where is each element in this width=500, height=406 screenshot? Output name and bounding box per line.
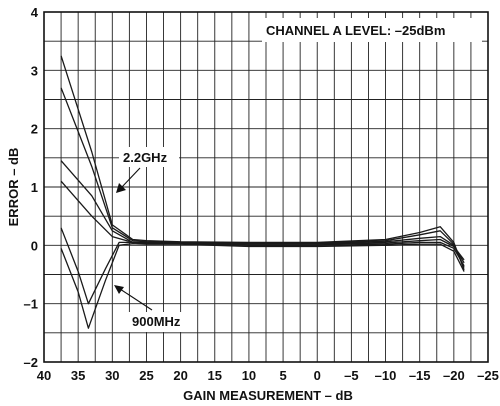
series-line-3 xyxy=(60,160,465,264)
y-tick-label: 3 xyxy=(31,63,38,78)
x-tick-label: 35 xyxy=(71,368,85,383)
x-tick-label: –25 xyxy=(477,368,499,383)
series-line-4 xyxy=(60,180,465,261)
series-line-6 xyxy=(60,242,465,329)
x-tick-label: 0 xyxy=(314,368,321,383)
x-tick-label: 40 xyxy=(37,368,51,383)
x-tick-label: 25 xyxy=(139,368,153,383)
y-tick-labels: –2 –1 0 1 2 3 4 xyxy=(24,5,39,370)
curves xyxy=(60,55,465,329)
annotation-background xyxy=(262,18,482,42)
channel-level-annotation: CHANNEL A LEVEL: –25dBm xyxy=(266,23,445,38)
label-900mhz: 900MHz xyxy=(132,314,181,329)
x-tick-label: –5 xyxy=(344,368,358,383)
x-tick-label: –15 xyxy=(409,368,431,383)
label-2-2ghz: 2.2GHz xyxy=(123,150,168,165)
x-axis-label: GAIN MEASUREMENT – dB xyxy=(183,388,353,403)
y-tick-label: 4 xyxy=(31,5,39,20)
x-tick-label: 20 xyxy=(173,368,187,383)
x-tick-label: 30 xyxy=(105,368,119,383)
y-tick-label: –1 xyxy=(24,297,38,312)
y-tick-label: 0 xyxy=(31,238,38,253)
x-tick-label: 5 xyxy=(279,368,286,383)
x-tick-label: –20 xyxy=(443,368,465,383)
y-tick-label: –2 xyxy=(24,355,38,370)
arrow-900mhz xyxy=(114,285,153,311)
y-axis-label: ERROR – dB xyxy=(6,148,21,227)
x-tick-label: –10 xyxy=(375,368,397,383)
arrow-2-2ghz xyxy=(116,167,141,193)
y-tick-label: 2 xyxy=(31,122,38,137)
plot-frame xyxy=(43,11,489,363)
label-background-900mhz xyxy=(128,312,190,332)
x-tick-labels: 40 35 30 25 20 15 10 5 0 –5 –10 –15 –20 –25 xyxy=(37,368,499,383)
grid xyxy=(44,12,488,362)
x-tick-label: 10 xyxy=(242,368,256,383)
x-tick-label: 15 xyxy=(208,368,222,383)
y-tick-label: 1 xyxy=(31,180,38,195)
label-background-2-2ghz xyxy=(119,147,179,167)
